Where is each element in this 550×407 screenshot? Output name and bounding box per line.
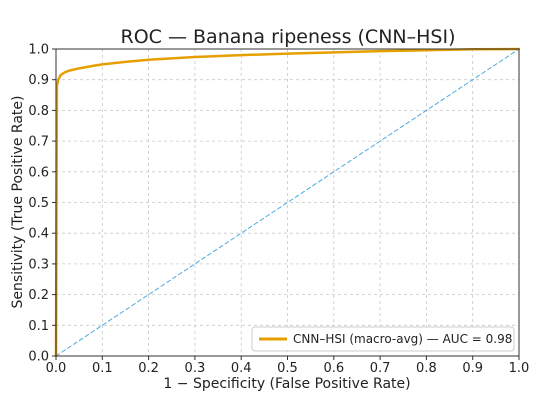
y-tick-label: 0.2 [28, 288, 49, 303]
x-axis-label: 1 − Specificity (False Positive Rate) [163, 376, 410, 392]
y-tick-label: 0.5 [28, 196, 49, 211]
y-tick-label: 1.0 [28, 43, 49, 58]
x-tick-label: 0.0 [46, 361, 67, 376]
legend: CNN–HSI (macro-avg) — AUC = 0.98 [251, 326, 515, 352]
x-tick-label: 0.8 [416, 361, 437, 376]
chance-diagonal-line [55, 48, 520, 357]
legend-box [251, 326, 515, 352]
roc-curve-cnn-hsi [54, 47, 521, 358]
x-tick-label: 1.0 [509, 361, 530, 376]
chart-title: ROC — Banana ripeness (CNN–HSI) [121, 26, 456, 48]
x-tick-label: 0.2 [138, 361, 159, 376]
y-tick-label: 0.7 [28, 135, 49, 150]
y-axis-label: Sensitivity (True Positive Rate) [10, 96, 26, 309]
tick-group: 0.0 0.1 0.2 0.3 0.4 0.5 0.6 0.7 0.8 0.9 1.0 0.0 0.1 0… [28, 43, 529, 377]
legend-label-cnn-hsi: CNN–HSI (macro-avg) — AUC = 0.98 [293, 332, 512, 346]
x-tick-label: 0.7 [370, 361, 391, 376]
x-tick-label: 0.9 [462, 361, 483, 376]
x-tick-label: 0.4 [231, 361, 252, 376]
y-tick-label: 0.6 [28, 165, 49, 180]
x-tick-label: 0.6 [323, 361, 344, 376]
y-tick-label: 0.0 [28, 350, 49, 365]
x-tick-label: 0.3 [185, 361, 206, 376]
y-tick-label: 0.4 [28, 227, 49, 242]
x-tick-label: 0.1 [92, 361, 113, 376]
y-tick-label: 0.1 [28, 319, 49, 334]
series-group [54, 47, 521, 358]
y-tick-label: 0.9 [28, 73, 49, 88]
y-tick-label: 0.8 [28, 104, 49, 119]
x-tick-label: 0.5 [277, 361, 298, 376]
y-tick-label: 0.3 [28, 257, 49, 272]
